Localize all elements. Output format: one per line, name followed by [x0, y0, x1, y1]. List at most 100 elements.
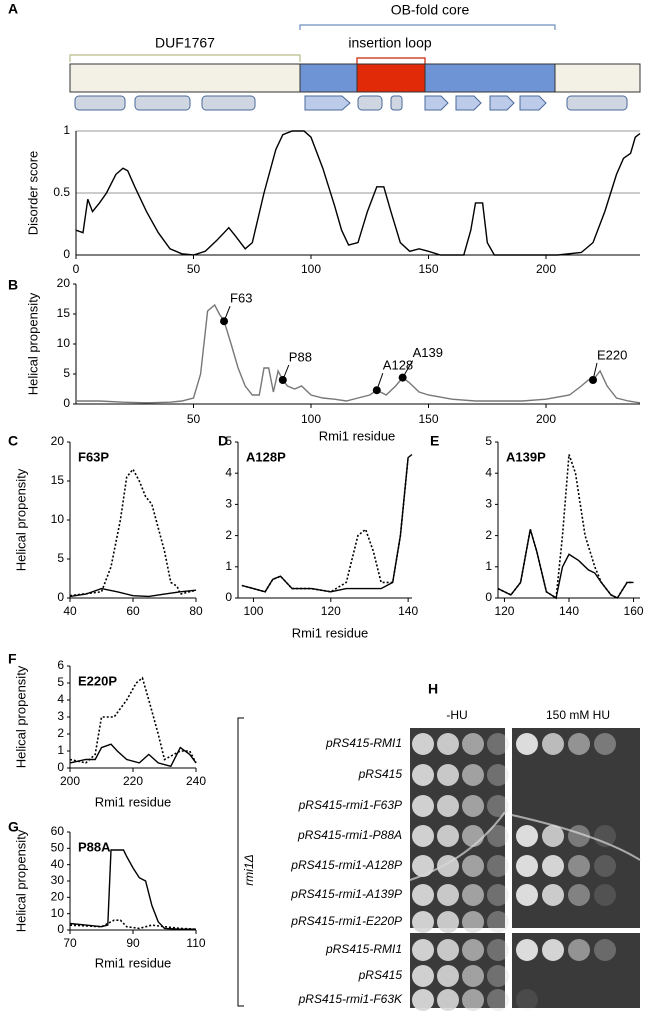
- colony-spot: [487, 855, 509, 877]
- x-tick-label: 150: [418, 412, 438, 426]
- y-tick-label: 2: [57, 726, 64, 740]
- y-tick-label: 3: [485, 497, 492, 511]
- x-tick-label: 220: [123, 774, 143, 788]
- y-tick-label: 4: [485, 465, 492, 479]
- panel-label: G: [8, 819, 19, 835]
- y-tick-label: 5: [63, 366, 70, 380]
- helix: [390, 95, 403, 111]
- colony-spot: [516, 855, 538, 877]
- colony-spot: [568, 939, 590, 961]
- colony-spot: [487, 989, 509, 1011]
- colony-spot: [462, 733, 484, 755]
- helix: [357, 95, 383, 111]
- x-tick-label: 120: [494, 604, 514, 618]
- series-line: [69, 587, 197, 598]
- chart: 0 1 2 3 4 5 120 140 160 A139P: [485, 434, 644, 618]
- strain-bracket: [237, 717, 244, 1007]
- series-line: [69, 849, 196, 930]
- chart: 0 5 10 15 20 40 60 80 F63P Helical propensity: [13, 434, 203, 618]
- panel-label: H: [428, 681, 438, 697]
- x-tick-label: 140: [398, 604, 418, 618]
- colony-spot: [516, 733, 538, 755]
- y-tick-label: 0: [63, 247, 70, 261]
- domain-map: OB-fold core DUF1767 insertion loop: [69, 2, 641, 111]
- x-tick-label: 200: [536, 262, 556, 276]
- series-line: [69, 919, 197, 930]
- y-tick-label: 50: [51, 841, 65, 855]
- panel-label: A: [8, 1, 18, 17]
- x-tick-label: 70: [63, 936, 77, 950]
- x-tick-label: 90: [126, 936, 140, 950]
- series-line: [69, 743, 197, 768]
- x-tick-label: 160: [624, 604, 644, 618]
- colony-spot: [487, 884, 509, 906]
- helix: [74, 95, 126, 111]
- colony-spot: [516, 939, 538, 961]
- chart: 0 0.5 1 0 50 100 150 200 Disorder score: [25, 123, 641, 276]
- y-tick-label: 60: [51, 824, 65, 838]
- chart-title: F63P: [78, 449, 109, 464]
- x-tick-label: 40: [63, 604, 77, 618]
- series-line: [497, 454, 634, 600]
- colony-spot: [487, 825, 509, 847]
- colony-spot: [412, 939, 434, 961]
- colony-spot: [487, 939, 509, 961]
- colony-spot: [437, 733, 459, 755]
- colony-spot: [437, 939, 459, 961]
- colony-spot: [462, 989, 484, 1011]
- colony-spot: [462, 764, 484, 786]
- colony-spot: [412, 825, 434, 847]
- colony-spot: [462, 855, 484, 877]
- plate-column-label: 150 mM HU: [546, 708, 610, 722]
- plate-panel: -HU 150 mM HU pRS415-RMI1 pRS415 pRS415-rmi1…: [237, 708, 641, 1011]
- x-tick-label: 100: [301, 262, 321, 276]
- y-tick-label: 40: [51, 857, 65, 871]
- annotation-point: [278, 376, 287, 384]
- colony-spot: [568, 855, 590, 877]
- annotation-label: P88: [289, 349, 312, 364]
- colony-spot: [462, 825, 484, 847]
- plate-row-label: pRS415-rmi1-A128P: [290, 858, 402, 872]
- y-tick-label: 20: [51, 434, 65, 448]
- colony-spot: [594, 825, 616, 847]
- y-tick-label: 2: [485, 528, 492, 542]
- y-tick-label: 0: [225, 590, 232, 604]
- plate-row-label: pRS415-rmi1-A139P: [290, 887, 402, 901]
- panel-label: D: [218, 433, 228, 449]
- y-tick-label: 5: [57, 675, 64, 689]
- loop-label: insertion loop: [348, 35, 431, 51]
- y-tick-label: 0: [57, 922, 64, 936]
- colony-spot: [542, 825, 564, 847]
- y-tick-label: 1: [57, 743, 64, 757]
- colony-spot: [462, 795, 484, 817]
- y-tick-label: 15: [51, 473, 65, 487]
- strain-label: rmi1Δ: [242, 854, 256, 885]
- colony-spot: [437, 884, 459, 906]
- domain-segment: [356, 63, 426, 93]
- x-tick-label: 200: [536, 412, 556, 426]
- x-tick-label: 110: [186, 936, 205, 950]
- colony-spot: [412, 764, 434, 786]
- strand: [304, 95, 351, 111]
- plate-rim: [511, 814, 641, 861]
- annotation-label: A139: [413, 345, 443, 360]
- x-tick-label: 0: [73, 262, 80, 276]
- domain-segment: [554, 63, 641, 93]
- x-tick-label: 80: [189, 604, 203, 618]
- colony-spot: [437, 965, 459, 987]
- y-tick-label: 10: [57, 336, 71, 350]
- colony-spot: [568, 733, 590, 755]
- y-tick-label: 5: [485, 434, 492, 448]
- colony-spot: [462, 884, 484, 906]
- colony-spot: [542, 884, 564, 906]
- y-tick-label: 1: [485, 559, 492, 573]
- x-tick-label: 50: [187, 412, 201, 426]
- duf-label: DUF1767: [155, 35, 215, 51]
- annotation-point: [589, 376, 597, 384]
- colony-spot: [462, 939, 484, 961]
- chart: 0 10 20 30 40 50 60 70 90 110 P88A Helical propensi…: [13, 824, 205, 970]
- chart-title: A128P: [246, 449, 286, 464]
- y-tick-label: 1: [63, 123, 70, 137]
- annotation-label: F63: [230, 291, 252, 306]
